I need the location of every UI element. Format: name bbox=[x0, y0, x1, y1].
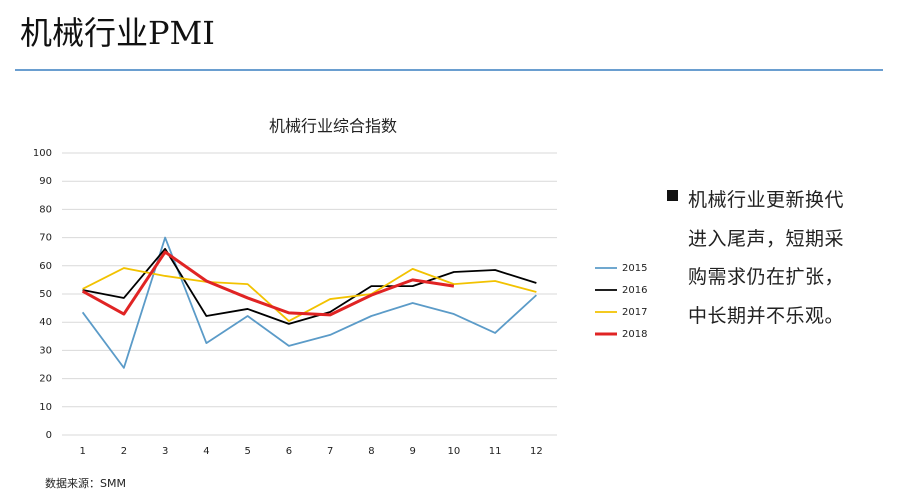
y-tick-label: 80 bbox=[39, 204, 52, 215]
legend-label: 2018 bbox=[622, 329, 647, 340]
legend-label: 2017 bbox=[622, 307, 647, 318]
x-tick-label: 5 bbox=[244, 446, 250, 457]
y-tick-label: 70 bbox=[39, 233, 52, 244]
y-tick-label: 60 bbox=[39, 261, 52, 272]
series-line bbox=[82, 247, 537, 325]
series-line bbox=[81, 250, 455, 317]
x-tick-label: 4 bbox=[203, 446, 209, 457]
slide-title: 机械行业PMI bbox=[20, 14, 215, 52]
x-tick-label: 11 bbox=[489, 446, 502, 457]
x-tick-label: 9 bbox=[409, 446, 415, 457]
y-tick-label: 0 bbox=[46, 430, 52, 441]
title-rule bbox=[15, 69, 883, 71]
y-tick-label: 30 bbox=[39, 345, 52, 356]
y-tick-label: 10 bbox=[39, 402, 52, 413]
legend-label: 2016 bbox=[622, 285, 647, 296]
series-line bbox=[82, 267, 537, 322]
x-tick-label: 10 bbox=[448, 446, 461, 457]
series-line bbox=[81, 236, 537, 369]
source-note: 数据来源：SMM bbox=[45, 477, 126, 490]
chart-title: 机械行业综合指数 bbox=[269, 117, 397, 136]
x-tick-label: 3 bbox=[162, 446, 168, 457]
x-tick-label: 2 bbox=[121, 446, 127, 457]
legend-label: 2015 bbox=[622, 263, 647, 274]
x-tick-label: 6 bbox=[286, 446, 292, 457]
x-tick-label: 8 bbox=[368, 446, 374, 457]
bullet-text: 机械行业更新换代进入尾声，短期采购需求仍在扩张，中长期并不乐观。 bbox=[688, 189, 845, 327]
y-tick-label: 90 bbox=[39, 176, 52, 187]
y-tick-label: 20 bbox=[39, 374, 52, 385]
y-tick-label: 40 bbox=[39, 317, 52, 328]
x-tick-label: 7 bbox=[327, 446, 333, 457]
y-tick-label: 100 bbox=[33, 148, 52, 159]
y-tick-label: 50 bbox=[39, 289, 52, 300]
x-tick-label: 12 bbox=[530, 446, 543, 457]
x-tick-label: 1 bbox=[79, 446, 85, 457]
bullet-mark bbox=[667, 190, 678, 201]
